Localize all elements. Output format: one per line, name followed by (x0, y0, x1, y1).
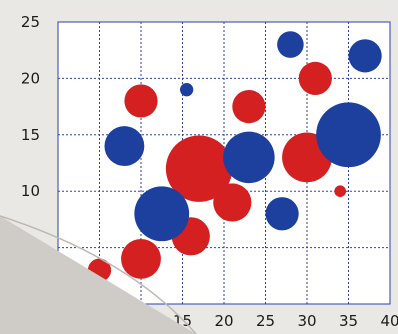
x-tick-label: 30 (297, 312, 316, 330)
bubble (348, 39, 382, 73)
bubble (334, 185, 347, 198)
bubble (121, 238, 161, 279)
page-curl-edge (0, 215, 197, 334)
bubble (165, 135, 233, 202)
y-tick-label: 20 (21, 69, 40, 87)
x-tick-label: 20 (214, 312, 233, 330)
x-tick-label: 25 (256, 312, 275, 330)
bubble (316, 102, 381, 168)
bubble (232, 90, 266, 124)
y-tick-label: 25 (21, 13, 40, 31)
y-tick-label: 15 (21, 126, 40, 144)
bubbles (87, 31, 382, 282)
bubble (277, 31, 304, 58)
bubble (104, 126, 145, 166)
y-tick-label: 10 (21, 182, 40, 200)
bubble (213, 183, 252, 222)
bubble (265, 197, 299, 231)
x-tick-label: 35 (339, 312, 358, 330)
bubble (124, 84, 158, 118)
bubble (298, 61, 332, 95)
plot-frame (57, 21, 391, 305)
bubble (180, 83, 194, 97)
page-curl (0, 216, 196, 334)
x-tick-label: 40 (380, 312, 398, 330)
bubble (223, 131, 275, 184)
bubble (134, 186, 190, 242)
